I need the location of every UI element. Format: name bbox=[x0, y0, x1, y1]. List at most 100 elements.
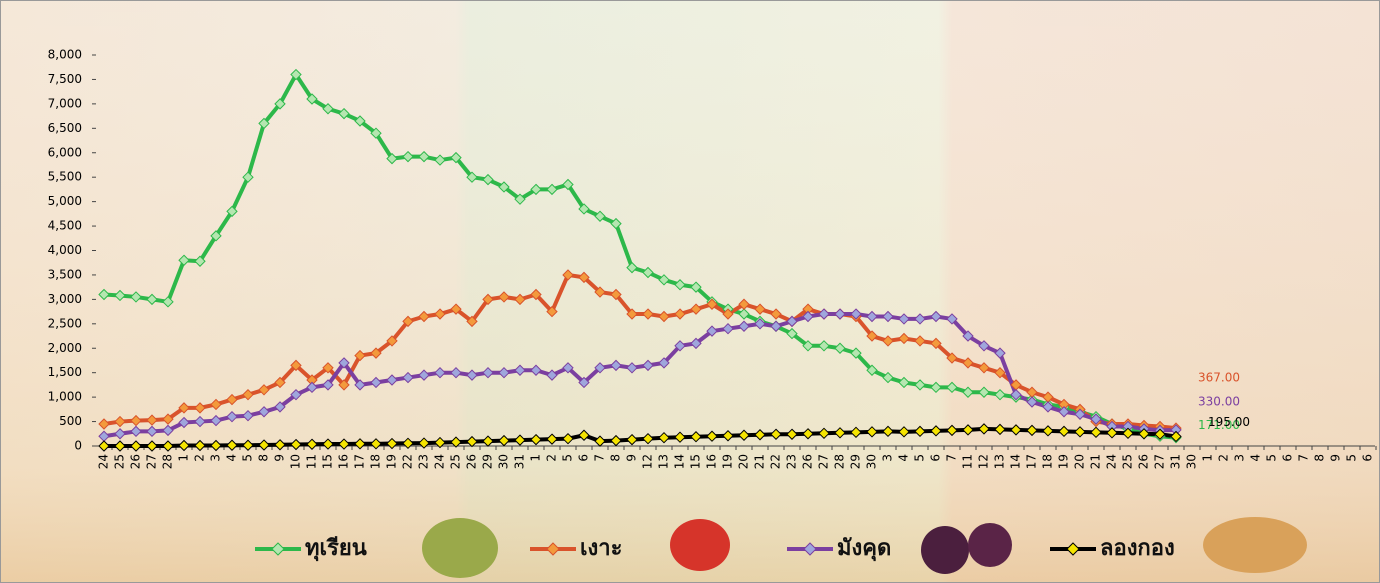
point-marker bbox=[194, 415, 206, 428]
point-marker bbox=[226, 410, 238, 423]
point-marker bbox=[962, 424, 974, 436]
point-marker bbox=[194, 439, 206, 452]
point-marker bbox=[146, 293, 158, 306]
point-marker bbox=[530, 183, 542, 196]
point-marker bbox=[242, 409, 254, 422]
point-marker bbox=[690, 303, 702, 315]
point-marker bbox=[626, 261, 638, 274]
point-marker bbox=[930, 310, 942, 323]
point-marker bbox=[290, 68, 302, 81]
legend-label: ลองกอง bbox=[1100, 536, 1175, 561]
x-tick-label: 22 bbox=[769, 454, 783, 469]
x-tick-label: 15 bbox=[321, 454, 335, 469]
point-marker bbox=[466, 315, 478, 328]
x-tick-label: 31 bbox=[1169, 454, 1183, 469]
point-marker bbox=[722, 430, 734, 442]
point-marker bbox=[898, 332, 910, 345]
point-marker bbox=[306, 93, 318, 105]
point-marker bbox=[914, 379, 926, 391]
point-marker bbox=[354, 115, 366, 127]
point-marker bbox=[354, 438, 366, 450]
x-tick-label: 30 bbox=[865, 454, 879, 469]
point-marker bbox=[610, 359, 622, 372]
x-tick-label: 5 bbox=[1265, 454, 1279, 462]
x-tick-label: 3 bbox=[1233, 454, 1247, 462]
x-tick-label: 28 bbox=[161, 454, 175, 469]
y-tick-label: 4,500 bbox=[48, 219, 82, 233]
x-tick-label: 30 bbox=[1185, 454, 1199, 469]
point-marker bbox=[450, 436, 462, 448]
point-marker bbox=[386, 437, 398, 450]
legend-marker bbox=[1066, 542, 1080, 556]
point-marker bbox=[98, 440, 110, 452]
point-marker bbox=[834, 427, 846, 439]
point-marker bbox=[482, 366, 494, 379]
point-marker bbox=[658, 274, 670, 286]
point-marker bbox=[818, 308, 830, 320]
y-tick-label: 8,000 bbox=[48, 48, 82, 62]
y-tick-label: 1,500 bbox=[48, 365, 82, 379]
point-marker bbox=[914, 313, 926, 325]
x-tick-label: 14 bbox=[1009, 454, 1023, 469]
x-tick-label: 7 bbox=[1297, 454, 1311, 462]
x-tick-label: 23 bbox=[785, 454, 799, 469]
point-marker bbox=[994, 347, 1006, 359]
point-marker bbox=[1042, 425, 1054, 437]
point-marker bbox=[1026, 396, 1038, 408]
data-label: 171.00 bbox=[1198, 418, 1240, 432]
x-tick-label: 24 bbox=[433, 454, 447, 469]
point-marker bbox=[370, 438, 382, 450]
point-marker bbox=[130, 440, 142, 452]
x-tick-label: 31 bbox=[513, 454, 527, 469]
x-tick-label: 7 bbox=[945, 454, 959, 462]
x-tick-label: 17 bbox=[353, 454, 367, 469]
point-marker bbox=[770, 308, 782, 320]
point-marker bbox=[370, 127, 382, 139]
point-marker bbox=[1074, 408, 1086, 420]
point-marker bbox=[482, 435, 494, 447]
x-tick-label: 13 bbox=[993, 454, 1007, 469]
x-tick-label: 3 bbox=[209, 454, 223, 462]
point-marker bbox=[802, 310, 814, 323]
y-tick-label: 7,500 bbox=[48, 72, 82, 86]
point-marker bbox=[1154, 428, 1166, 440]
x-tick-label: 25 bbox=[1121, 454, 1135, 469]
point-marker bbox=[930, 337, 942, 350]
point-marker bbox=[418, 310, 430, 323]
point-marker bbox=[290, 388, 302, 401]
x-tick-label: 7 bbox=[593, 454, 607, 462]
x-tick-label: 17 bbox=[1025, 454, 1039, 469]
point-marker bbox=[610, 288, 622, 301]
point-marker bbox=[578, 429, 590, 441]
point-marker bbox=[274, 401, 286, 413]
point-marker bbox=[1058, 406, 1070, 418]
point-marker bbox=[738, 429, 750, 441]
point-marker bbox=[114, 289, 126, 302]
point-marker bbox=[946, 313, 958, 325]
x-tick-label: 27 bbox=[145, 454, 159, 469]
longkong-image bbox=[1203, 517, 1307, 573]
point-marker bbox=[210, 414, 222, 427]
point-marker bbox=[322, 438, 334, 450]
x-tick-label: 25 bbox=[113, 454, 127, 469]
point-marker bbox=[1074, 426, 1086, 438]
point-marker bbox=[1170, 430, 1182, 443]
point-marker bbox=[226, 393, 238, 406]
point-marker bbox=[146, 440, 158, 452]
point-marker bbox=[738, 308, 750, 320]
x-tick-label: 26 bbox=[1137, 454, 1151, 469]
point-marker bbox=[898, 313, 910, 325]
point-marker bbox=[802, 340, 814, 352]
point-marker bbox=[178, 439, 190, 452]
point-marker bbox=[594, 286, 606, 298]
point-marker bbox=[1106, 427, 1118, 439]
point-marker bbox=[338, 107, 350, 120]
point-marker bbox=[914, 335, 926, 347]
point-marker bbox=[418, 150, 430, 163]
point-marker bbox=[642, 308, 654, 320]
point-marker bbox=[594, 435, 606, 447]
point-marker bbox=[962, 330, 974, 342]
x-tick-label: 28 bbox=[833, 454, 847, 469]
point-marker bbox=[178, 416, 190, 429]
